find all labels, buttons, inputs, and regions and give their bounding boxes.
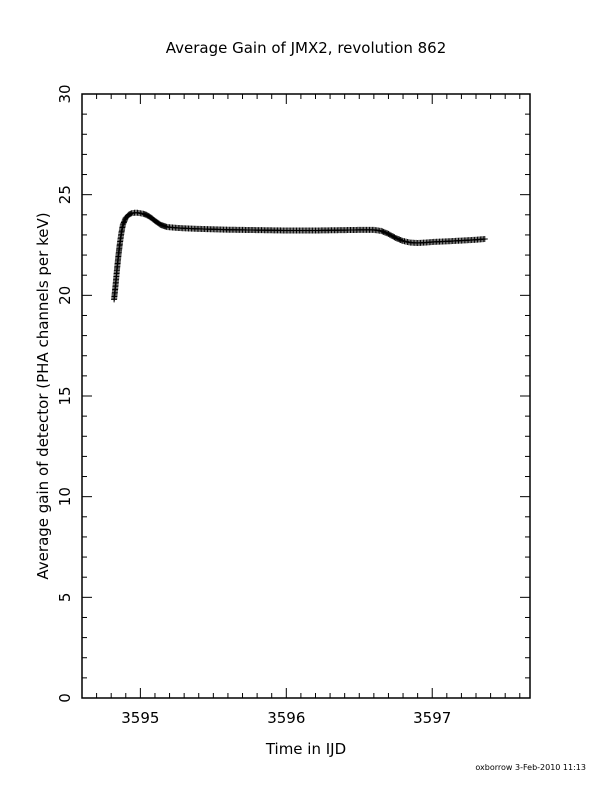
footer-stamp: oxborrow 3-Feb-2010 11:13 — [475, 763, 586, 772]
y-axis-label: Average gain of detector (PHA channels p… — [34, 212, 52, 579]
x-tick-label: 3597 — [413, 709, 451, 727]
y-tick-label: 10 — [56, 487, 74, 506]
data-point — [481, 235, 488, 242]
y-axis-tick-labels: 0 5 10 15 20 25 30 — [56, 84, 74, 702]
x-axis-tick-labels: 3595 3596 3597 — [121, 709, 451, 727]
y-tick-label: 5 — [56, 593, 74, 603]
y-tick-label: 20 — [56, 286, 74, 305]
x-tick-label: 3596 — [267, 709, 305, 727]
plot-frame — [81, 93, 531, 699]
y-axis-ticks — [82, 93, 530, 699]
x-axis-ticks — [81, 94, 521, 698]
x-axis-label: Time in IJD — [265, 740, 346, 758]
y-tick-label: 30 — [56, 84, 74, 103]
data-points — [111, 209, 488, 303]
data-point — [398, 237, 405, 244]
chart-title: Average Gain of JMX2, revolution 862 — [166, 39, 447, 57]
x-tick-label: 3595 — [121, 709, 159, 727]
y-tick-label: 25 — [56, 185, 74, 204]
y-tick-label: 15 — [56, 386, 74, 405]
y-tick-label: 0 — [56, 693, 74, 703]
